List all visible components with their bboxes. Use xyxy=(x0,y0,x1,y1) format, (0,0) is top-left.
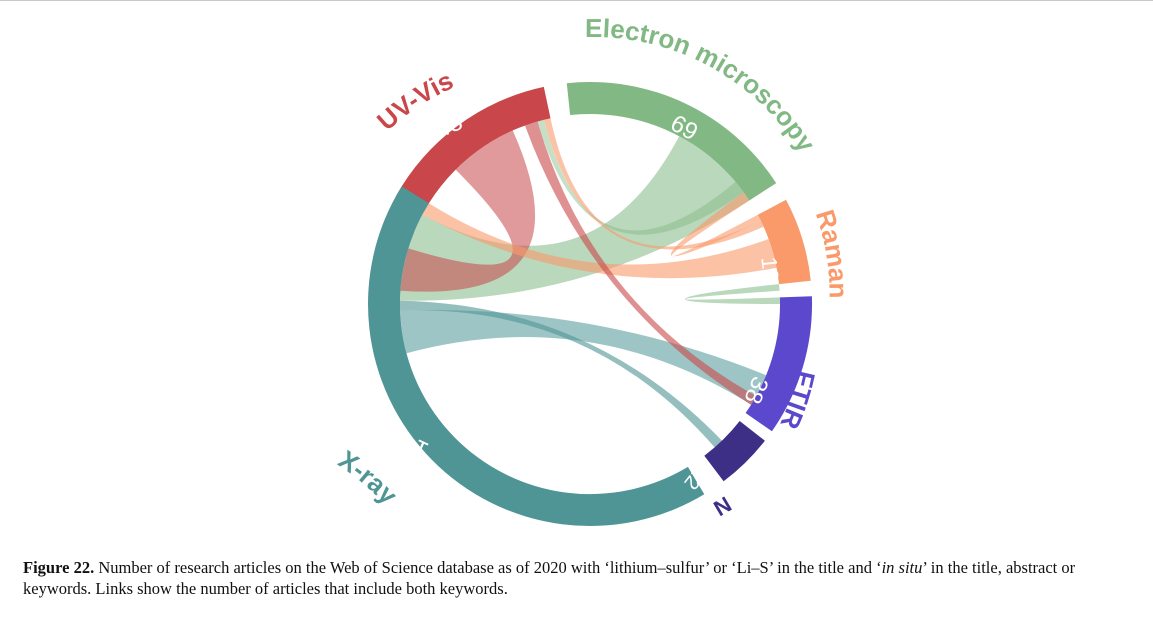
group-arcs xyxy=(368,81,813,526)
figure-caption: Figure 22. Number of research articles o… xyxy=(23,557,1133,599)
link-raman-ftir xyxy=(684,284,781,304)
link-ftir-xray xyxy=(400,310,767,405)
ftir-arc xyxy=(745,296,813,432)
uvvis-arc xyxy=(395,86,551,212)
caption-text-2: ’ in the title, abstract or keywords. Li… xyxy=(23,558,1076,598)
top-rule xyxy=(0,0,1153,1)
caption-label: Figure 22. xyxy=(23,558,95,577)
raman-arc xyxy=(757,199,811,285)
link-em-xray xyxy=(400,136,750,301)
raman-label: Raman xyxy=(810,206,854,299)
xray-arc xyxy=(368,186,705,526)
link-em-raman xyxy=(670,192,761,257)
chord-diagram: UV-Vis Electron microscopy Raman FTIR NM… xyxy=(0,0,854,526)
em-arc xyxy=(566,81,777,201)
caption-in-situ: in situ xyxy=(881,558,923,577)
raman-count: 18 xyxy=(756,256,783,283)
caption-text-1: Number of research articles on the Web o… xyxy=(94,558,882,577)
link-uvvis-xray xyxy=(400,130,536,292)
nmr-arc xyxy=(704,421,765,482)
xray-label: X-ray xyxy=(333,444,404,510)
links-layer xyxy=(399,118,781,448)
